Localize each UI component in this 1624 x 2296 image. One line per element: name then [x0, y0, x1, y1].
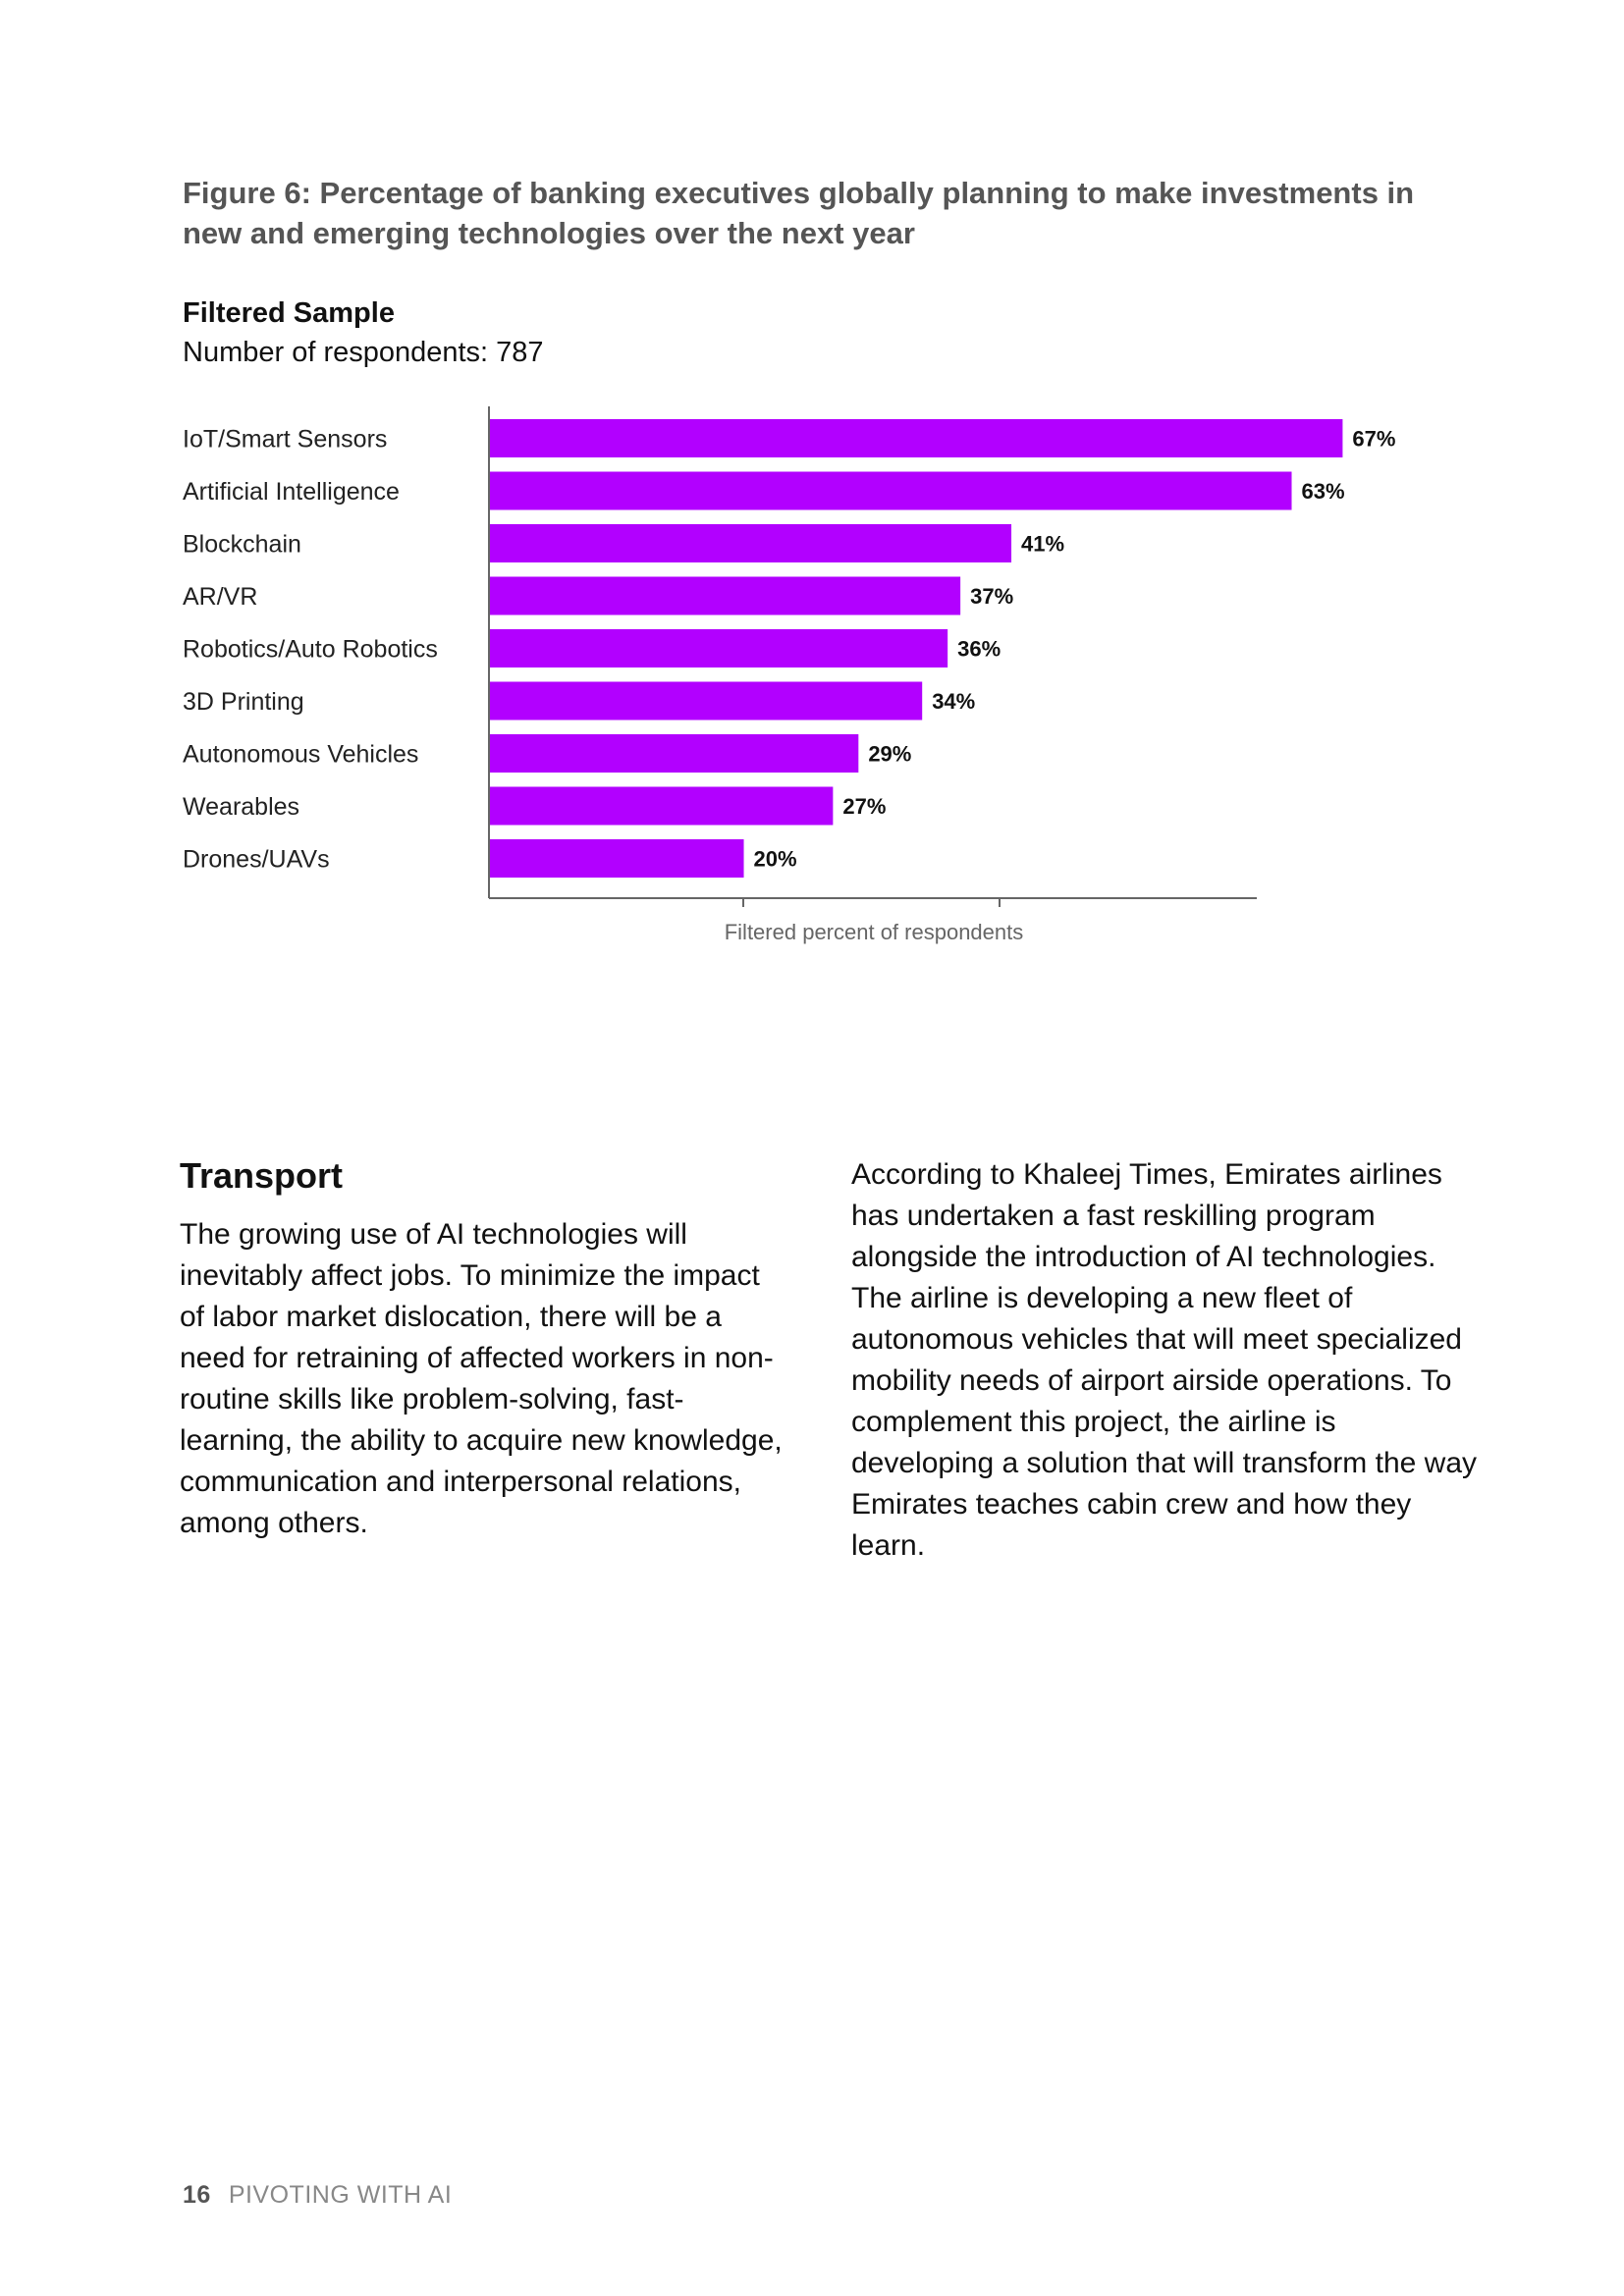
left-column-paragraph: The growing use of AI technologies will … [180, 1218, 783, 1539]
value-label: 63% [1302, 479, 1345, 504]
chart-value-labels: 67% 63% 41% 37% 36% 34% 29% 27% 20% [754, 427, 1396, 872]
bar-5 [489, 681, 923, 721]
respondent-count: Number of respondents: 787 [183, 337, 544, 368]
bar-1 [489, 471, 1292, 510]
page-number: 16 [183, 2181, 211, 2209]
value-label: 29% [868, 742, 911, 767]
value-label: 20% [754, 847, 797, 872]
chart-bars [489, 419, 1343, 878]
value-label: 36% [957, 637, 1001, 662]
value-label: 41% [1021, 532, 1064, 557]
bar-0 [489, 419, 1343, 457]
category-label: Robotics/Auto Robotics [183, 636, 438, 664]
page-footer: 16 PIVOTING WITH AI [183, 2181, 452, 2210]
category-label: 3D Printing [183, 688, 304, 716]
value-label: 34% [932, 689, 975, 714]
chart-category-labels: IoT/Smart Sensors Artificial Intelligence… [183, 426, 438, 874]
bar-chart: IoT/Smart Sensors Artificial Intelligence… [183, 406, 1396, 944]
x-axis-title: Filtered percent of respondents [725, 920, 1024, 944]
bar-2 [489, 524, 1012, 562]
bar-3 [489, 576, 961, 615]
sample-label: Filtered Sample [183, 297, 395, 329]
category-label: Wearables [183, 793, 299, 821]
bar-8 [489, 839, 744, 878]
category-label: Artificial Intelligence [183, 478, 400, 506]
value-label: 37% [970, 584, 1013, 609]
publication-name: PIVOTING WITH AI [228, 2181, 453, 2209]
value-label: 27% [842, 794, 886, 819]
bar-7 [489, 786, 834, 826]
category-label: AR/VR [183, 583, 257, 611]
category-label: Autonomous Vehicles [183, 741, 418, 769]
right-column-paragraph: According to Khaleej Times, Emirates air… [851, 1158, 1478, 1562]
figure-title: Figure 6: Percentage of banking executiv… [183, 176, 1415, 250]
section-heading: Transport [180, 1155, 344, 1196]
x-axis-ticks [742, 898, 1001, 907]
category-label: Blockchain [183, 531, 301, 559]
category-label: Drones/UAVs [183, 846, 330, 874]
bar-6 [489, 734, 859, 773]
value-label: 67% [1352, 427, 1395, 452]
bar-4 [489, 629, 948, 667]
category-label: IoT/Smart Sensors [183, 426, 387, 454]
